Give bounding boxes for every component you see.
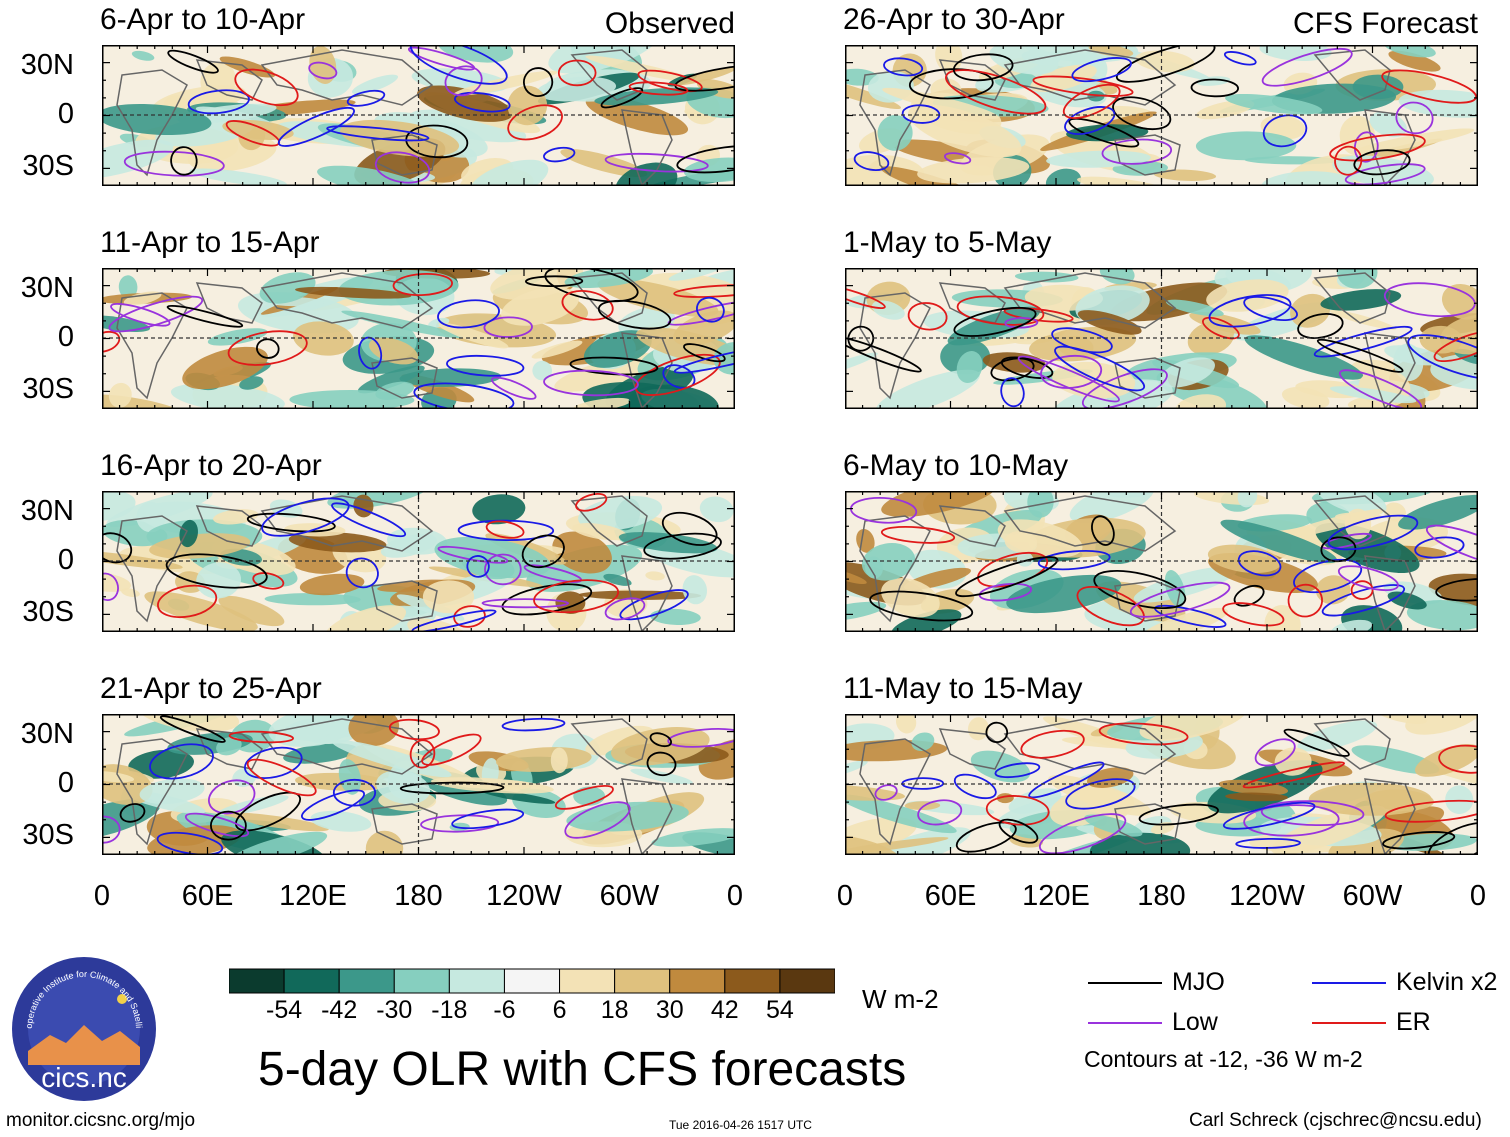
lon-tick-label: 120E xyxy=(1022,880,1090,912)
lon-tick-label: 60W xyxy=(599,880,660,912)
footer-url[interactable]: monitor.cicsnc.org/mjo xyxy=(6,1110,196,1131)
panel-title: 1-May to 5-May xyxy=(843,226,1052,259)
lat-tick-label: 30N xyxy=(20,49,74,81)
colorbar-swatch xyxy=(448,968,505,994)
colorbar-tick-label: -18 xyxy=(431,996,468,1024)
colorbar-swatch xyxy=(338,968,395,994)
cics-logo: Cooperative Institute for Climate and Sa… xyxy=(10,955,156,1101)
colorbar-tick-label: 30 xyxy=(655,996,684,1024)
olr-map-panel xyxy=(102,714,735,855)
lon-tick-label: 0 xyxy=(93,880,111,912)
lat-tick-label: 30S xyxy=(22,373,74,405)
lon-tick-label: 120W xyxy=(1229,880,1305,912)
legend-note: Contours at -12, -36 W m-2 xyxy=(1084,1046,1363,1072)
legend-label: Kelvin x2 xyxy=(1396,968,1498,996)
colorbar-tick-label: -42 xyxy=(321,996,358,1024)
legend-line xyxy=(1312,982,1386,984)
lat-tick-label: 0 xyxy=(57,98,74,130)
panel-title: 11-May to 15-May xyxy=(843,672,1083,705)
lon-tick-label: 0 xyxy=(726,880,744,912)
colorbar-tick-label: 54 xyxy=(766,996,794,1024)
colorbar-swatch xyxy=(779,968,835,994)
colorbar-tick-label: -6 xyxy=(493,996,516,1024)
olr-map-panel xyxy=(102,268,735,409)
colorbar-swatch xyxy=(393,968,450,994)
legend-line xyxy=(1088,982,1162,984)
lat-tick-label: 0 xyxy=(57,321,74,353)
colorbar-swatch xyxy=(724,968,781,994)
footer-timestamp: Tue 2016-04-26 1517 UTC xyxy=(669,1118,812,1132)
lat-tick-label: 30N xyxy=(20,718,74,750)
olr-map-panel xyxy=(102,45,735,186)
lat-tick-label: 30S xyxy=(22,150,74,182)
lon-tick-label: 0 xyxy=(836,880,854,912)
lat-tick-label: 0 xyxy=(57,544,74,576)
legend-label: MJO xyxy=(1172,968,1225,996)
olr-map-panel xyxy=(845,714,1478,855)
colorbar xyxy=(229,968,835,994)
panel-title: 6-May to 10-May xyxy=(843,449,1069,482)
lon-tick-label: 120E xyxy=(279,880,347,912)
colorbar-swatch xyxy=(229,968,285,994)
lat-tick-label: 30N xyxy=(20,272,74,304)
lon-tick-label: 60W xyxy=(1342,880,1403,912)
colorbar-tick-label: 18 xyxy=(600,996,629,1024)
olr-map-panel xyxy=(845,491,1478,632)
lon-tick-label: 0 xyxy=(1469,880,1487,912)
colorbar-tick-label: -54 xyxy=(266,996,303,1024)
lon-tick-label: 60E xyxy=(924,880,977,912)
panel-title: 11-Apr to 15-Apr xyxy=(100,226,320,259)
lon-tick-label: 180 xyxy=(1137,880,1186,912)
panel-label: Observed xyxy=(604,7,735,40)
colorbar-units: W m-2 xyxy=(862,984,939,1014)
colorbar-swatch xyxy=(503,968,561,994)
panel-title: 16-Apr to 20-Apr xyxy=(100,449,322,482)
lon-tick-label: 180 xyxy=(394,880,443,912)
colorbar-swatch xyxy=(559,968,616,994)
chart-title: 5-day OLR with CFS forecasts xyxy=(258,1043,907,1096)
olr-map-panel xyxy=(845,45,1478,186)
olr-map-panel xyxy=(845,268,1478,409)
panel-title: 6-Apr to 10-Apr xyxy=(100,3,306,36)
lat-tick-label: 30S xyxy=(22,819,74,851)
legend-line xyxy=(1312,1022,1386,1024)
colorbar-swatch xyxy=(614,968,671,994)
panel-label: CFS Forecast xyxy=(1292,7,1478,40)
lat-tick-label: 0 xyxy=(57,767,74,799)
legend-label: Low xyxy=(1172,1008,1218,1036)
lon-tick-label: 120W xyxy=(486,880,562,912)
colorbar-swatch xyxy=(283,968,340,994)
panel-title: 21-Apr to 25-Apr xyxy=(100,672,322,705)
colorbar-tick-label: 42 xyxy=(710,996,739,1024)
colorbar-swatch xyxy=(669,968,726,994)
legend-label: ER xyxy=(1396,1008,1431,1036)
lon-tick-label: 60E xyxy=(181,880,234,912)
logo-text: cics.nc xyxy=(41,1062,127,1093)
colorbar-tick-label: -30 xyxy=(376,996,413,1024)
olr-map-panel xyxy=(102,491,735,632)
colorbar-tick-label: 6 xyxy=(552,996,567,1024)
lat-tick-label: 30N xyxy=(20,495,74,527)
panel-title: 26-Apr to 30-Apr xyxy=(843,3,1065,36)
legend-line xyxy=(1088,1022,1162,1024)
lat-tick-label: 30S xyxy=(22,596,74,628)
footer-author: Carl Schreck (cjschrec@ncsu.edu) xyxy=(1189,1110,1482,1131)
